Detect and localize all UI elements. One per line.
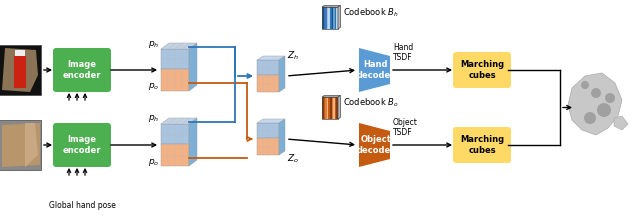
Text: Object
decoder: Object decoder	[356, 135, 396, 155]
Bar	[333, 97, 335, 119]
Polygon shape	[322, 95, 340, 97]
Bar	[257, 75, 279, 92]
Polygon shape	[25, 123, 38, 167]
Text: Codebook $B_o$: Codebook $B_o$	[344, 97, 399, 109]
Polygon shape	[2, 48, 38, 92]
Text: $Z_o$: $Z_o$	[287, 153, 299, 165]
Text: Object
TSDF: Object TSDF	[393, 118, 418, 137]
Bar	[322, 97, 338, 119]
Circle shape	[605, 93, 615, 103]
Bar	[332, 97, 333, 119]
Polygon shape	[338, 95, 340, 119]
Polygon shape	[322, 5, 340, 7]
Text: Marching
cubes: Marching cubes	[460, 135, 504, 155]
Polygon shape	[257, 119, 285, 123]
Polygon shape	[338, 5, 340, 29]
Text: $p_o$: $p_o$	[148, 82, 159, 92]
Bar	[324, 97, 325, 119]
Circle shape	[591, 88, 601, 98]
Polygon shape	[614, 116, 628, 130]
Text: Global hand pose: Global hand pose	[49, 201, 115, 211]
Text: $Z_h$: $Z_h$	[287, 50, 299, 62]
Text: $p_h$: $p_h$	[148, 39, 159, 49]
FancyBboxPatch shape	[453, 127, 511, 163]
Bar	[335, 7, 337, 29]
Bar	[332, 7, 333, 29]
Polygon shape	[161, 43, 197, 49]
Text: $p_o$: $p_o$	[148, 157, 159, 167]
Text: $p_h$: $p_h$	[148, 114, 159, 124]
Bar	[337, 7, 338, 29]
Bar	[0, 45, 41, 95]
FancyBboxPatch shape	[53, 48, 111, 92]
Polygon shape	[359, 123, 390, 167]
Bar	[161, 69, 189, 91]
Circle shape	[581, 81, 589, 89]
Bar	[330, 7, 332, 29]
Polygon shape	[279, 56, 285, 92]
Bar	[337, 97, 338, 119]
Bar	[322, 7, 324, 29]
FancyBboxPatch shape	[453, 52, 511, 88]
Bar	[257, 123, 279, 138]
Bar	[15, 50, 25, 56]
Polygon shape	[257, 56, 285, 60]
Text: Codebook $B_h$: Codebook $B_h$	[344, 7, 399, 19]
Bar	[328, 97, 330, 119]
Bar	[0, 120, 41, 170]
Bar	[325, 7, 327, 29]
Text: Hand
decoder: Hand decoder	[356, 60, 396, 80]
Bar	[330, 97, 332, 119]
Text: Image
encoder: Image encoder	[63, 60, 101, 80]
Bar	[161, 144, 189, 166]
Bar	[322, 7, 338, 29]
Polygon shape	[568, 73, 622, 135]
Text: Marching
cubes: Marching cubes	[460, 60, 504, 80]
Bar	[324, 7, 325, 29]
Bar	[161, 49, 189, 69]
Bar	[328, 7, 330, 29]
Bar	[335, 97, 337, 119]
Text: Hand
TSDF: Hand TSDF	[393, 43, 413, 62]
Polygon shape	[189, 43, 197, 91]
Bar	[327, 7, 328, 29]
Polygon shape	[2, 123, 40, 167]
Bar	[325, 97, 327, 119]
Bar	[14, 56, 26, 88]
Bar	[333, 7, 335, 29]
Polygon shape	[161, 118, 197, 124]
Bar	[257, 60, 279, 75]
Bar	[257, 138, 279, 155]
Polygon shape	[359, 48, 390, 92]
Bar	[322, 97, 324, 119]
Polygon shape	[279, 119, 285, 155]
Text: Image
encoder: Image encoder	[63, 135, 101, 155]
Bar	[161, 124, 189, 144]
Circle shape	[597, 103, 611, 117]
FancyBboxPatch shape	[53, 123, 111, 167]
Bar	[327, 97, 328, 119]
Polygon shape	[189, 118, 197, 166]
Circle shape	[584, 112, 596, 124]
